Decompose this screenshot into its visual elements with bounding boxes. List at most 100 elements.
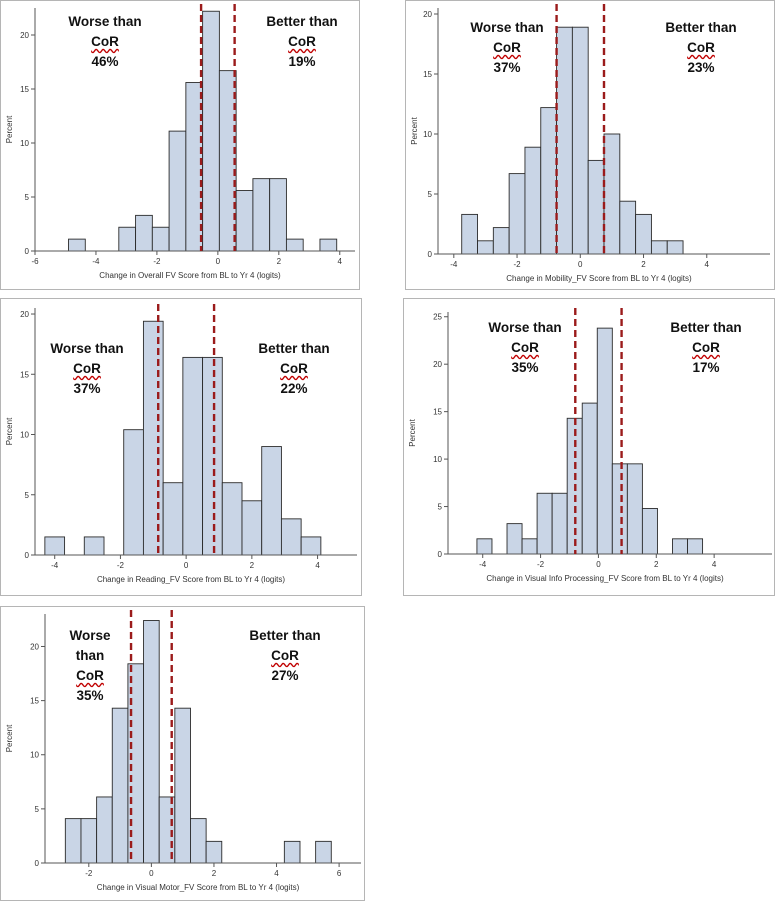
y-tick-label: 0: [438, 550, 443, 559]
y-tick-label: 5: [428, 190, 433, 199]
y-tick-label: 10: [20, 431, 29, 440]
x-axis-label: Change in Reading_FV Score from BL to Yr…: [97, 575, 285, 584]
better-label: Better than: [665, 20, 737, 35]
better-annotation: Better than CoR 22%: [244, 339, 344, 399]
histogram-bar: [182, 356, 204, 556]
y-tick-label: 15: [20, 85, 29, 94]
histogram-bar: [151, 226, 170, 252]
better-percent: 23%: [687, 60, 715, 75]
x-tick-label: 0: [184, 561, 189, 570]
y-tick-label: 25: [433, 313, 442, 322]
histogram-bar: [672, 538, 688, 555]
worse-annotation: Worse than CoR 37%: [457, 18, 557, 78]
histogram-bar: [587, 159, 605, 255]
y-tick-label: 15: [423, 70, 432, 79]
histogram-bar: [168, 130, 187, 252]
histogram-bar: [461, 213, 478, 255]
histogram-bar: [540, 107, 558, 255]
histogram-bar: [626, 463, 643, 555]
x-tick-label: 2: [250, 561, 255, 570]
cor-label: CoR: [280, 361, 308, 376]
x-tick-label: 4: [274, 869, 279, 878]
y-tick-label: 10: [30, 751, 39, 760]
visual-motor-fv-histogram: 0 5 10 15 20 -2 0 2 4 6 Change in Visual Motor_FV …: [0, 606, 365, 901]
histogram-bar: [524, 146, 542, 255]
worse-annotation: Worse than CoR 37%: [37, 339, 137, 399]
histogram-bar: [650, 240, 668, 255]
y-tick-label: 20: [423, 10, 432, 19]
cor-label: CoR: [692, 340, 720, 355]
x-tick-label: 2: [277, 257, 282, 266]
y-axis-label: Percent: [408, 418, 417, 446]
worse-percent: 35%: [511, 360, 539, 375]
histogram-bar: [118, 226, 137, 252]
cor-label: CoR: [91, 34, 119, 49]
worse-label: Worse than: [68, 14, 142, 29]
x-tick-label: -2: [117, 561, 125, 570]
histogram-bar: [285, 238, 304, 252]
x-tick-label: -4: [479, 560, 487, 569]
histogram-panel-reading: 0 5 10 15 20 -4 -2 0 2 4 Change in Reading_FV Scor…: [0, 298, 362, 596]
histogram-bar: [202, 10, 220, 252]
worse-label: Worse than: [488, 320, 562, 335]
x-tick-label: -2: [537, 560, 545, 569]
histogram-bar: [190, 818, 207, 864]
y-tick-label: 5: [25, 491, 30, 500]
y-axis-label: Percent: [5, 417, 14, 445]
better-percent: 19%: [288, 54, 316, 69]
better-label: Better than: [266, 14, 338, 29]
histogram-bar: [603, 133, 621, 255]
overall-fv-histogram: 0 5 10 15 20 -6 -4 -2 0 2 4 Change in Overall FV Sc…: [0, 0, 360, 290]
better-annotation: Better than CoR 17%: [656, 318, 756, 378]
y-tick-label: 0: [35, 859, 40, 868]
cor-label: CoR: [76, 668, 104, 683]
histogram-bar: [241, 500, 263, 556]
x-axis-label: Change in Mobility_FV Score from BL to Y…: [506, 274, 692, 283]
histogram-bar: [280, 518, 302, 556]
histogram-bar: [202, 356, 223, 556]
histogram-bar: [83, 536, 105, 556]
histogram-bar: [687, 538, 704, 555]
x-tick-label: 0: [596, 560, 601, 569]
histogram-bar: [252, 178, 271, 252]
y-tick-label: 0: [25, 551, 30, 560]
x-tick-label: 0: [216, 257, 221, 266]
histogram-bar: [611, 463, 628, 555]
cor-label: CoR: [687, 40, 715, 55]
x-tick-label: -2: [153, 257, 161, 266]
histogram-bar: [283, 840, 301, 864]
histogram-bar: [666, 240, 684, 255]
visual-info-processing-fv-histogram: 0 5 10 15 20 25 -4 -2 0 2 4 Change in Visual Info P…: [403, 298, 775, 596]
worse-label-than: than: [75, 648, 105, 663]
x-tick-label: 6: [337, 869, 342, 878]
y-axis-label: Percent: [5, 115, 14, 143]
x-tick-label: -4: [51, 561, 59, 570]
histogram-bar: [96, 796, 113, 864]
histogram-bar: [641, 507, 658, 555]
y-axis-label: Percent: [5, 724, 14, 752]
better-annotation: Better than CoR 23%: [651, 18, 751, 78]
worse-percent: 46%: [91, 54, 119, 69]
worse-percent: 35%: [76, 688, 104, 703]
x-tick-label: -2: [513, 260, 521, 269]
better-label: Better than: [670, 320, 742, 335]
better-percent: 22%: [280, 381, 308, 396]
histogram-bar: [44, 536, 66, 556]
cor-label: CoR: [493, 40, 521, 55]
better-percent: 17%: [692, 360, 720, 375]
histogram-bar: [476, 538, 493, 555]
histogram-bar: [135, 214, 153, 252]
histogram-bar: [619, 200, 637, 255]
better-annotation: Better than CoR 19%: [252, 12, 352, 72]
y-axis-label: Percent: [410, 116, 419, 144]
better-percent: 27%: [271, 668, 299, 683]
x-axis-label: Change in Visual Info Processing_FV Scor…: [486, 574, 724, 583]
y-tick-label: 10: [423, 130, 432, 139]
histogram-bar: [315, 840, 332, 864]
x-axis-label: Change in Overall FV Score from BL to Yr…: [99, 271, 281, 280]
histogram-panel-overall: 0 5 10 15 20 -6 -4 -2 0 2 4 Change in Overall FV Sc…: [0, 0, 360, 290]
worse-annotation: Worse than CoR 35%: [475, 318, 575, 378]
y-tick-label: 20: [20, 31, 29, 40]
worse-label: Worse than: [470, 20, 544, 35]
histogram-panel-visual-motor: 0 5 10 15 20 -2 0 2 4 6 Change in Visual Motor_FV …: [0, 606, 365, 901]
